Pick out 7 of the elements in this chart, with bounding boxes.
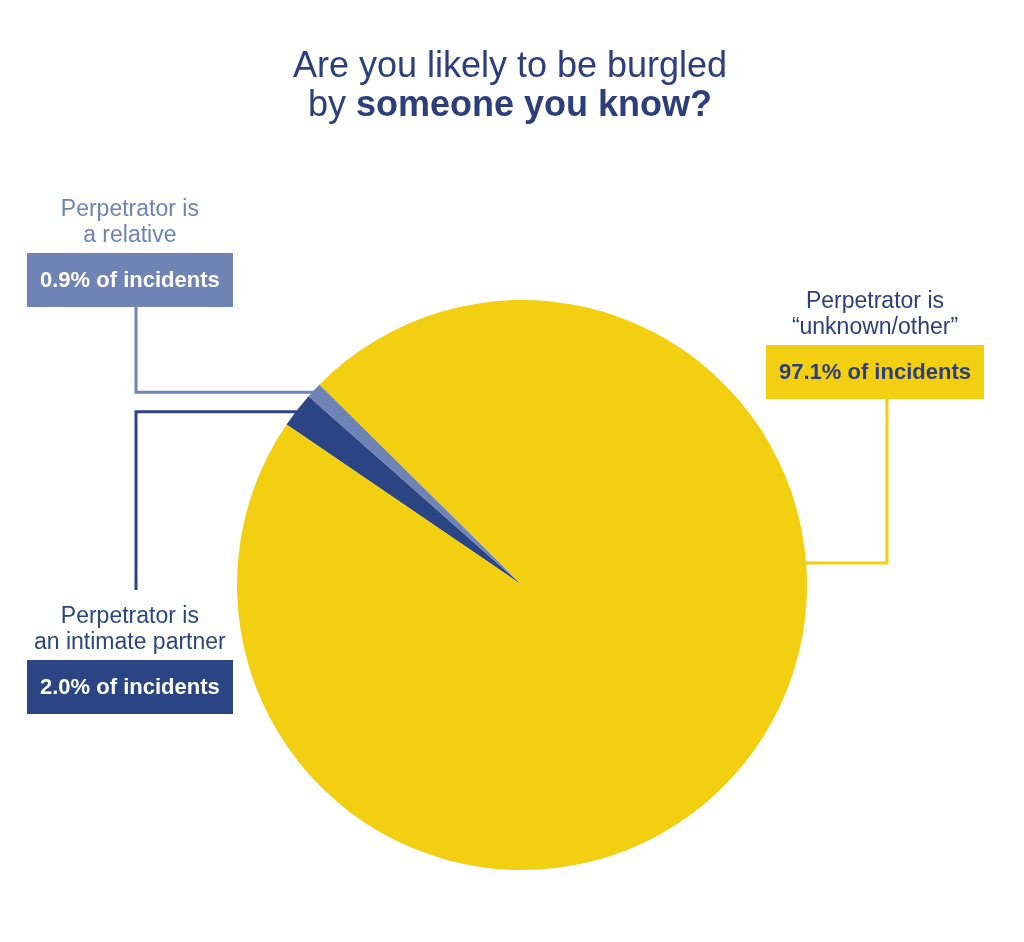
label-box: 2.0% of incidents [27, 660, 233, 714]
chart-title: Are you likely to be burgled by someone you know? [291, 44, 729, 124]
label-box: 0.9% of incidents [27, 253, 233, 307]
slice-label: Perpetrator is “unknown/other” [790, 287, 960, 339]
label-box: 97.1% of incidents [766, 345, 984, 399]
slice-label: Perpetrator is an intimate partner [32, 602, 227, 654]
slice-label: Perpetrator is a relative [59, 195, 200, 247]
